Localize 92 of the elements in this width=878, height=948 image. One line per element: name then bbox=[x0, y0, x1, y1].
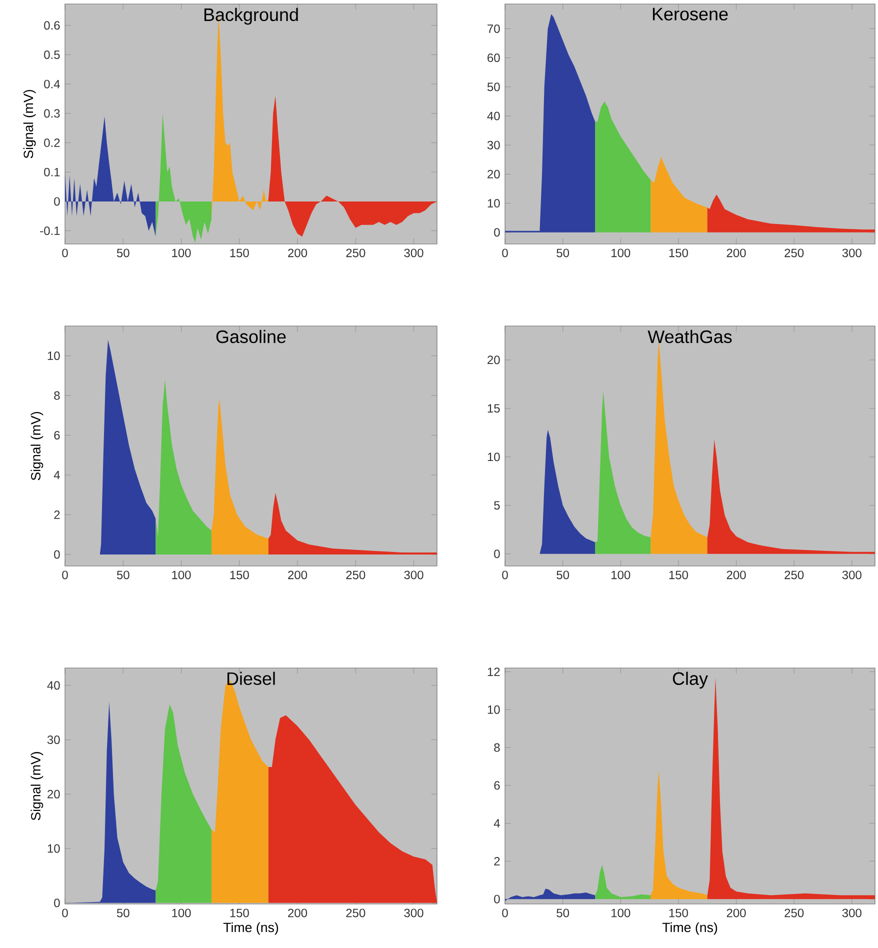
y-tick-label: -0.1 bbox=[40, 226, 60, 236]
x-tick-label: 250 bbox=[784, 248, 804, 258]
x-tick-label: 200 bbox=[726, 248, 746, 258]
y-tick-label: 10 bbox=[48, 844, 60, 853]
x-tick-label: 0 bbox=[502, 570, 508, 580]
y-tick-label: 0.5 bbox=[44, 50, 60, 59]
y-tick-label: 4 bbox=[54, 470, 60, 480]
x-tick-label: 50 bbox=[556, 248, 570, 258]
y-tick-label: 0 bbox=[54, 550, 60, 559]
x-axis-title: Time (ns) bbox=[223, 922, 278, 935]
y-tick-label: 5 bbox=[494, 501, 500, 510]
x-tick-label: 200 bbox=[288, 908, 308, 918]
y-tick-label: 2 bbox=[494, 856, 500, 866]
chart-title: Gasoline bbox=[216, 330, 286, 344]
x-tick-label: 250 bbox=[346, 570, 366, 580]
x-tick-label: 250 bbox=[346, 908, 366, 918]
x-tick-label: 300 bbox=[842, 908, 862, 918]
y-axis-title: Signal (mV) bbox=[23, 90, 36, 158]
y-tick-label: 10 bbox=[488, 452, 500, 462]
y-tick-label: 0.3 bbox=[44, 109, 60, 118]
x-tick-label: 150 bbox=[669, 908, 688, 918]
y-tick-label: 0 bbox=[494, 550, 500, 558]
x-tick-label: 150 bbox=[230, 570, 249, 580]
y-tick-label: 30 bbox=[47, 736, 60, 744]
x-tick-label: 100 bbox=[172, 908, 191, 918]
x-tick-label: 150 bbox=[230, 248, 249, 258]
y-tick-label: 6 bbox=[54, 431, 60, 440]
x-tick-label: 0 bbox=[502, 908, 508, 918]
x-tick-label: 100 bbox=[612, 248, 630, 258]
y-axis-title: Signal (mV) bbox=[30, 752, 44, 820]
x-axis-title: Time (ns) bbox=[662, 922, 718, 935]
chart-title: Diesel bbox=[227, 672, 275, 685]
y-tick-label: 10 bbox=[488, 199, 500, 208]
y-tick-label: 0.6 bbox=[44, 21, 60, 30]
x-tick-label: 50 bbox=[556, 570, 570, 580]
y-tick-label: 0 bbox=[494, 894, 500, 904]
x-tick-label: 100 bbox=[172, 248, 191, 258]
chart-title: Clay bbox=[672, 672, 708, 689]
y-tick-label: 15 bbox=[488, 404, 500, 413]
y-tick-label: 70 bbox=[488, 24, 500, 33]
y-tick-label: 40 bbox=[47, 681, 60, 690]
chart-title: Background bbox=[204, 8, 298, 25]
x-tick-label: 100 bbox=[172, 570, 191, 580]
x-tick-label: 50 bbox=[556, 908, 570, 918]
chart-title: WeathGas bbox=[648, 330, 732, 344]
x-tick-label: 300 bbox=[842, 570, 862, 580]
x-tick-label: 300 bbox=[404, 248, 424, 258]
x-tick-label: 50 bbox=[116, 570, 130, 580]
x-tick-label: 300 bbox=[404, 570, 424, 580]
y-tick-label: 0.1 bbox=[44, 168, 60, 176]
x-tick-label: 0 bbox=[502, 248, 508, 258]
y-tick-label: 0 bbox=[494, 228, 500, 237]
x-tick-label: 150 bbox=[669, 248, 688, 258]
y-tick-label: 8 bbox=[494, 743, 500, 752]
x-tick-label: 300 bbox=[842, 248, 862, 258]
y-axis-title: Signal (mV) bbox=[30, 412, 44, 480]
y-tick-label: 12 bbox=[488, 668, 500, 676]
y-tick-label: 0 bbox=[54, 898, 60, 908]
x-tick-label: 0 bbox=[62, 570, 68, 580]
y-tick-label: 20 bbox=[488, 170, 500, 178]
x-tick-label: 250 bbox=[784, 908, 804, 918]
y-tick-label: 60 bbox=[488, 54, 500, 62]
y-tick-label: 2 bbox=[54, 510, 60, 519]
y-tick-label: 10 bbox=[488, 705, 500, 714]
y-tick-label: 0.4 bbox=[44, 80, 60, 88]
x-tick-label: 100 bbox=[612, 908, 630, 918]
y-tick-label: 30 bbox=[487, 140, 500, 150]
x-tick-label: 0 bbox=[62, 248, 68, 258]
x-tick-label: 250 bbox=[346, 248, 366, 258]
y-tick-label: 50 bbox=[487, 82, 500, 92]
chart-title: Kerosene bbox=[652, 8, 728, 20]
x-tick-label: 200 bbox=[288, 570, 308, 580]
x-tick-label: 250 bbox=[784, 570, 804, 580]
x-tick-label: 200 bbox=[726, 908, 746, 918]
x-tick-label: 200 bbox=[288, 248, 308, 258]
y-tick-label: 40 bbox=[487, 112, 500, 120]
x-tick-label: 300 bbox=[404, 908, 424, 918]
x-tick-label: 150 bbox=[230, 908, 249, 918]
y-tick-label: 6 bbox=[494, 781, 500, 790]
x-tick-label: 50 bbox=[116, 248, 130, 258]
x-tick-label: 50 bbox=[116, 908, 130, 918]
y-tick-label: 20 bbox=[48, 790, 60, 798]
x-tick-label: 0 bbox=[62, 908, 68, 918]
y-tick-label: 4 bbox=[494, 819, 500, 828]
y-tick-label: 0 bbox=[54, 197, 60, 206]
y-tick-label: 10 bbox=[48, 352, 60, 360]
y-tick-label: 8 bbox=[54, 391, 60, 400]
x-tick-label: 150 bbox=[669, 570, 688, 580]
y-tick-label: 0.2 bbox=[44, 138, 60, 148]
y-tick-label: 20 bbox=[488, 356, 500, 364]
x-tick-label: 200 bbox=[726, 570, 746, 580]
x-tick-label: 100 bbox=[612, 570, 630, 580]
